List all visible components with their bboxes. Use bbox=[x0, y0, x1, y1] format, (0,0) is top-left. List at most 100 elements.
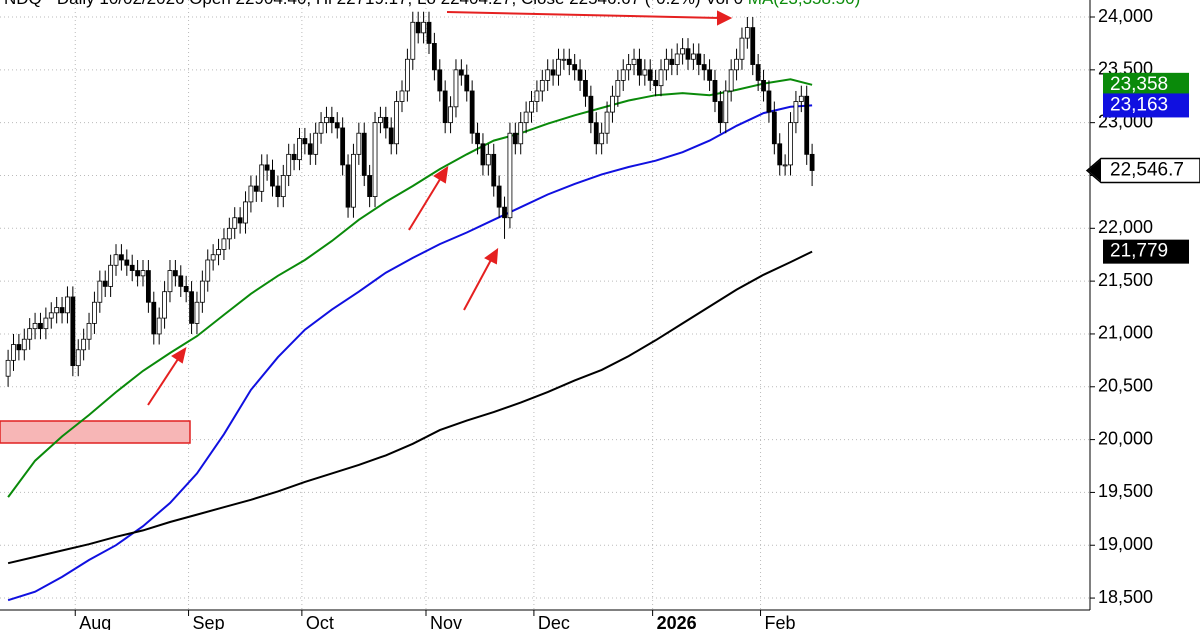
candle-body bbox=[415, 21, 421, 34]
x-tick-label: Oct bbox=[306, 613, 334, 630]
price-label: 23,163 bbox=[1110, 94, 1168, 115]
candle-body bbox=[610, 95, 615, 113]
moving-average-line bbox=[7, 78, 813, 498]
arrow-head bbox=[433, 165, 449, 184]
candle-body bbox=[302, 138, 308, 145]
candle-body bbox=[653, 79, 659, 87]
candle-body bbox=[647, 69, 653, 81]
candle-body bbox=[351, 153, 356, 208]
x-tick-label: Dec bbox=[538, 613, 570, 630]
candle-body bbox=[593, 122, 599, 145]
y-tick-label: 22,000 bbox=[1098, 217, 1153, 237]
candle-body bbox=[313, 132, 319, 155]
candle-body bbox=[572, 64, 578, 71]
candle-body bbox=[766, 90, 772, 113]
candle-body bbox=[291, 153, 297, 161]
candle-body bbox=[226, 227, 232, 240]
candle-body bbox=[172, 270, 178, 277]
candle-body bbox=[793, 101, 799, 124]
candle-body bbox=[75, 349, 81, 367]
candle-body bbox=[664, 58, 669, 71]
candle-body bbox=[5, 359, 11, 377]
candle-body bbox=[361, 132, 367, 176]
candle-body bbox=[108, 264, 114, 287]
candle-body bbox=[798, 95, 804, 102]
candle-body bbox=[577, 69, 583, 81]
candle-body bbox=[178, 275, 184, 287]
y-tick-label: 20,500 bbox=[1098, 376, 1153, 396]
candle-body bbox=[782, 164, 788, 167]
candle-body bbox=[529, 101, 534, 113]
candle-body bbox=[221, 238, 227, 250]
candle-body bbox=[334, 122, 340, 129]
candle-body bbox=[712, 79, 718, 102]
candle-body bbox=[270, 169, 275, 187]
candle-body bbox=[399, 90, 405, 102]
title-text: NDQ - Daily 10/02/2026 Open 22904.40, Hi… bbox=[4, 0, 743, 8]
candle-body bbox=[809, 153, 815, 171]
candle-body bbox=[16, 344, 22, 351]
candle-body bbox=[405, 58, 410, 92]
candle-body bbox=[410, 21, 416, 60]
arrow bbox=[446, 11, 721, 19]
moving-average-line bbox=[7, 104, 813, 602]
candle-body bbox=[307, 143, 313, 155]
candle-body bbox=[502, 206, 507, 219]
price-label: 21,779 bbox=[1110, 241, 1168, 262]
candle-body bbox=[453, 69, 459, 108]
candle-body bbox=[129, 264, 135, 271]
price-label-box bbox=[1103, 93, 1189, 118]
candle-body bbox=[324, 116, 329, 124]
candle-body bbox=[145, 270, 151, 303]
candle-body bbox=[637, 58, 642, 76]
candle-body bbox=[728, 69, 734, 92]
candle-body bbox=[448, 106, 453, 124]
price-label-box bbox=[1085, 157, 1200, 184]
candle-body bbox=[701, 64, 707, 71]
candle-body bbox=[237, 217, 243, 224]
candle-body bbox=[248, 185, 254, 203]
candle-body bbox=[183, 286, 189, 293]
price-label: 22,546.7 bbox=[1110, 160, 1184, 181]
candle-body bbox=[604, 111, 610, 134]
candle-body bbox=[394, 101, 400, 145]
candle-body bbox=[27, 328, 33, 340]
candle-body bbox=[539, 79, 545, 92]
candle-body bbox=[426, 21, 432, 44]
x-tick-label: Aug bbox=[79, 613, 111, 630]
candle-body bbox=[199, 280, 205, 303]
candle-body bbox=[329, 116, 335, 124]
candle-body bbox=[496, 185, 502, 208]
candles bbox=[5, 11, 815, 387]
candle-body bbox=[97, 280, 103, 303]
candle-body bbox=[626, 64, 632, 71]
axis-labels: 18,500 19,000 19,500 20,000 20,500 21,000 21,5… bbox=[74, 6, 1200, 630]
candle-body bbox=[550, 69, 556, 76]
candle-body bbox=[86, 322, 92, 340]
y-tick-label: 21,000 bbox=[1098, 323, 1153, 343]
candle-body bbox=[92, 301, 97, 324]
y-tick-label: 18,500 bbox=[1098, 587, 1153, 607]
candle-body bbox=[372, 122, 378, 198]
candle-body bbox=[189, 291, 194, 324]
candle-body bbox=[599, 132, 605, 145]
candle-body bbox=[620, 69, 626, 81]
candle-body bbox=[210, 254, 216, 261]
candle-body bbox=[81, 338, 87, 351]
candle-body bbox=[566, 58, 572, 65]
candle-body bbox=[356, 132, 362, 155]
x-tick-label: 2026 bbox=[657, 613, 697, 630]
candle-body bbox=[340, 127, 346, 166]
candle-body bbox=[615, 79, 621, 97]
y-tick-label: 21,500 bbox=[1098, 270, 1153, 290]
candle-body bbox=[124, 259, 130, 266]
candle-body bbox=[458, 69, 464, 76]
candle-body bbox=[65, 296, 70, 314]
arrow bbox=[147, 355, 181, 406]
candle-body bbox=[59, 307, 65, 314]
candle-body bbox=[194, 301, 200, 324]
candle-body bbox=[788, 122, 793, 166]
candle-body bbox=[469, 90, 475, 134]
candle-body bbox=[11, 344, 16, 361]
